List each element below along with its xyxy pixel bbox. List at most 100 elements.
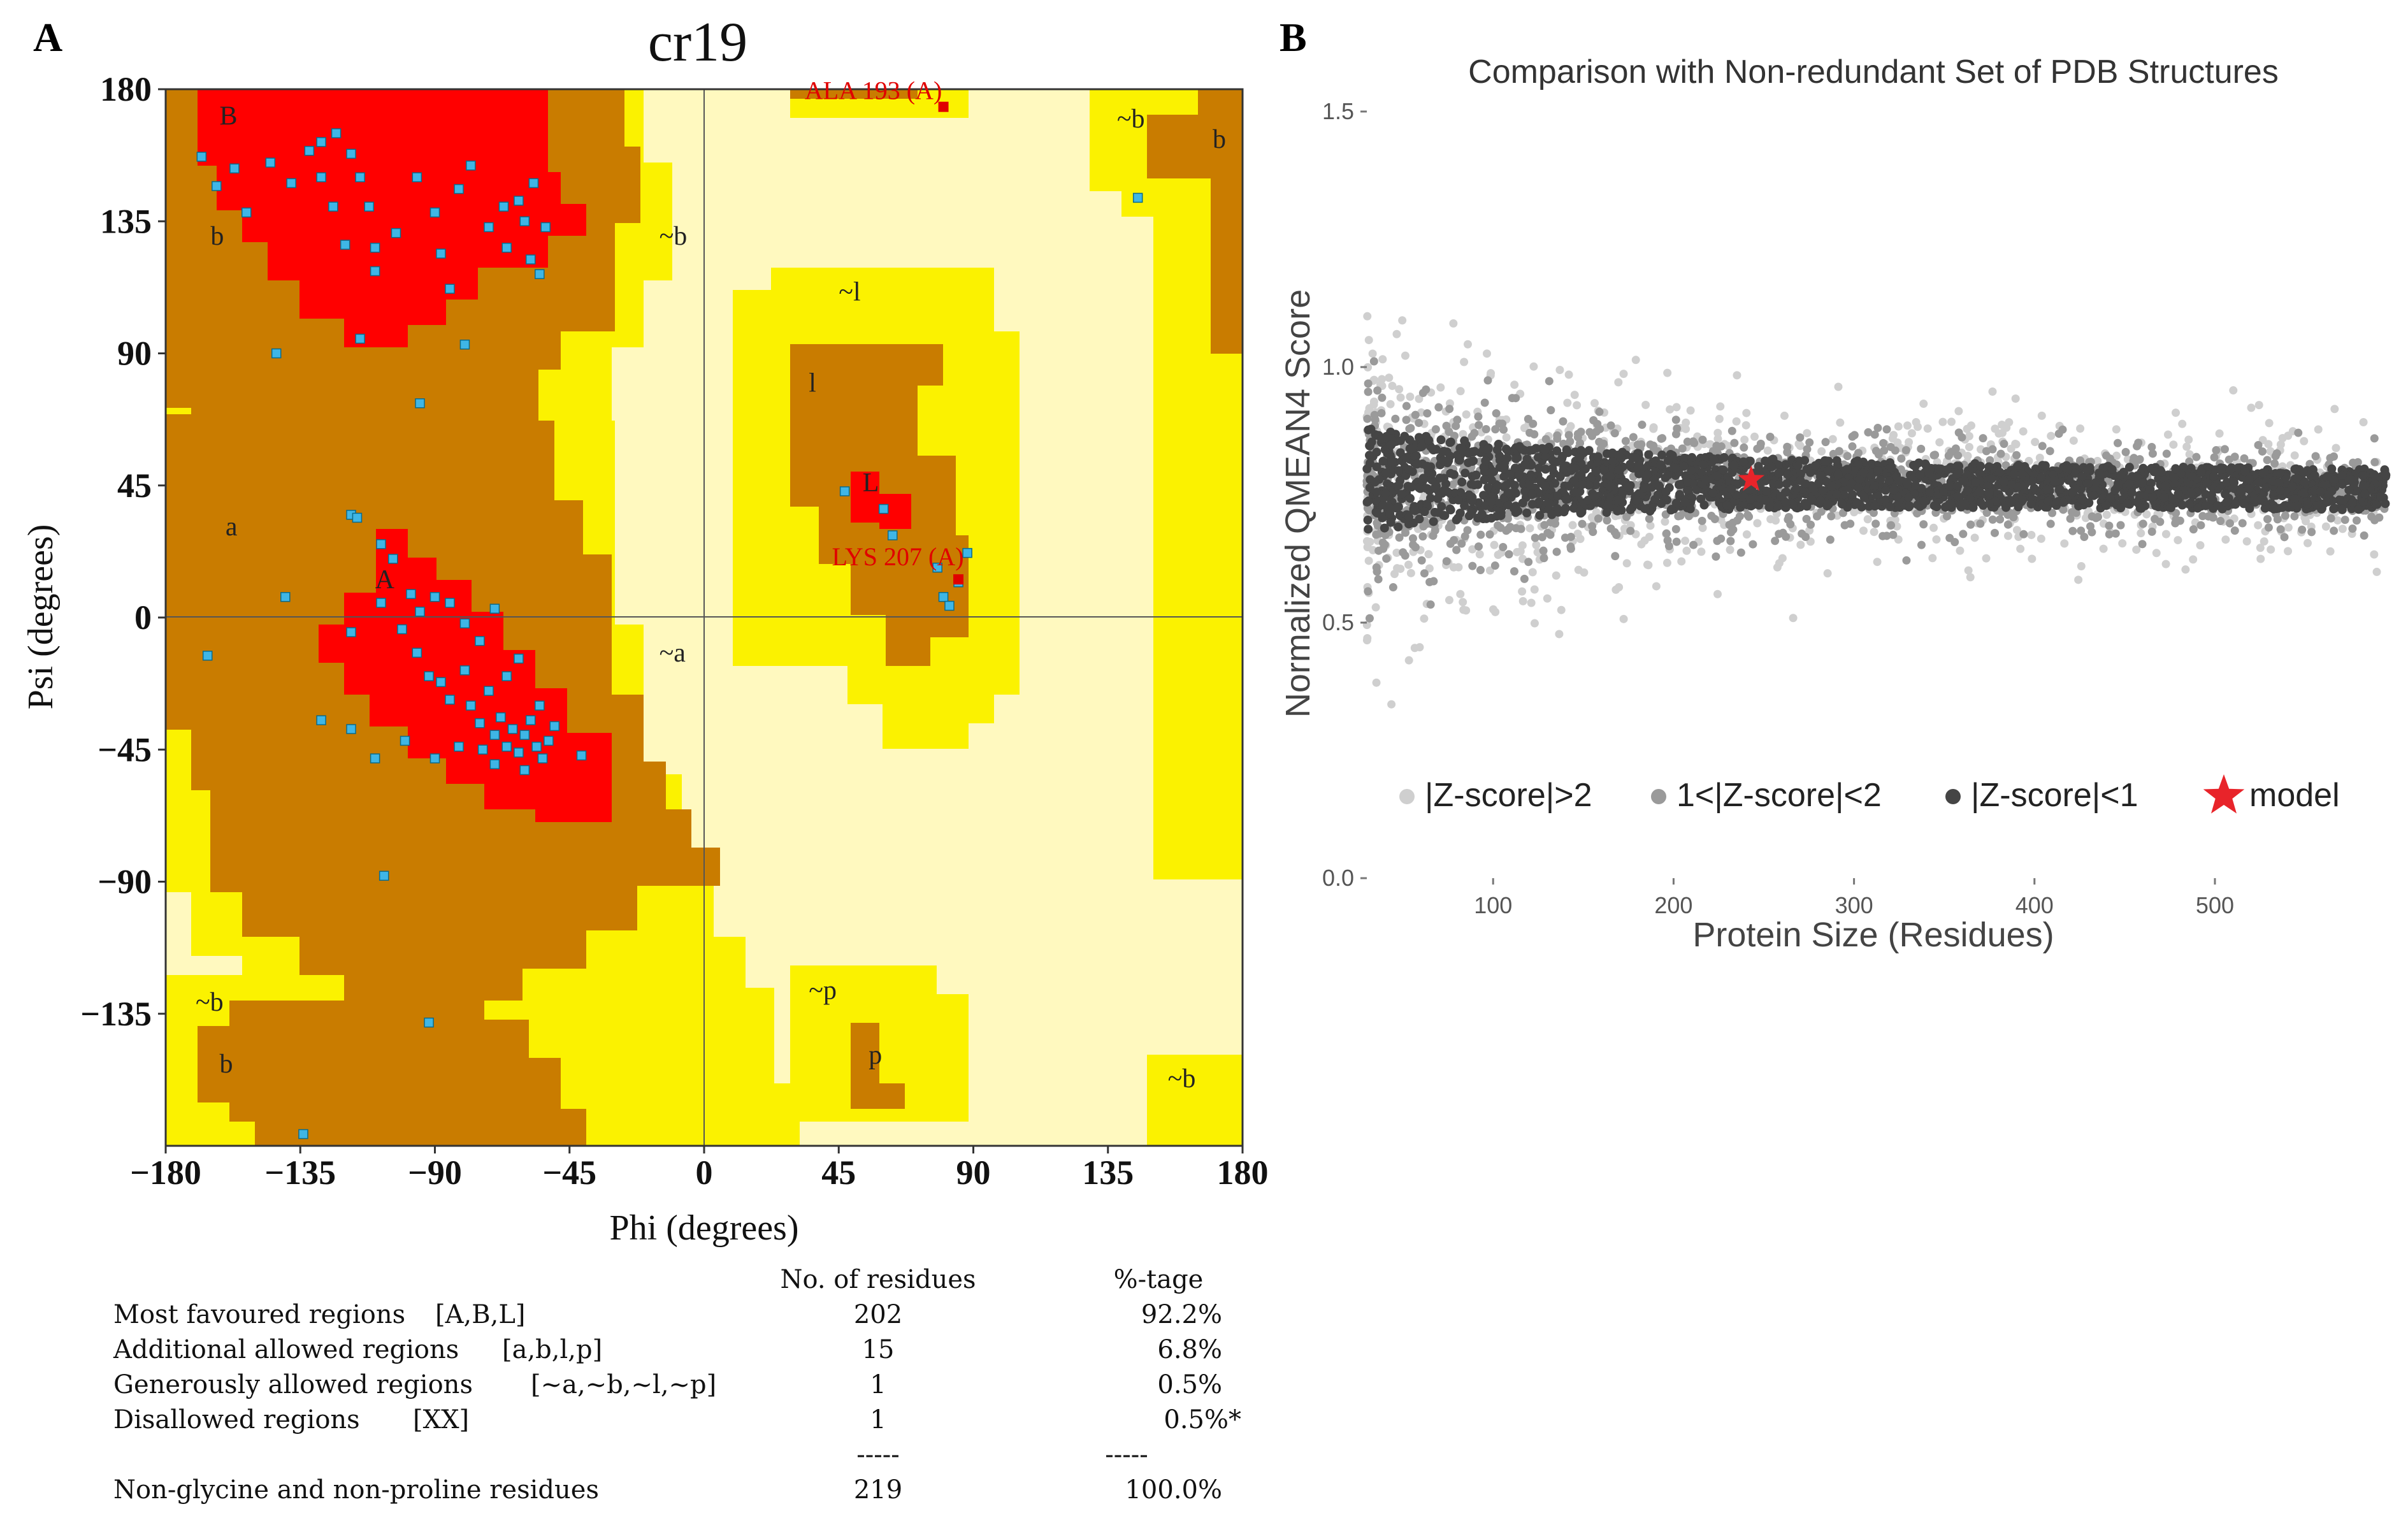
scatter-point-z-1-2 bbox=[2192, 503, 2201, 512]
scatter-point-z-lt-1 bbox=[1789, 457, 1799, 466]
scatter-point-z-lt-1 bbox=[2095, 475, 2105, 485]
scatter-point-z-lt-1 bbox=[1635, 490, 1645, 500]
scatter-point-z-lt-1 bbox=[1767, 472, 1777, 481]
scatter-point-z-gt-2 bbox=[1428, 516, 1437, 525]
scatter-point-z-lt-1 bbox=[2360, 487, 2369, 496]
scatter-point-z-gt-2 bbox=[2265, 419, 2274, 428]
scatter-point-z-1-2 bbox=[1717, 534, 1726, 543]
scatter-point-z-1-2 bbox=[1547, 486, 1556, 495]
scatter-point-z-lt-1 bbox=[1626, 505, 1635, 514]
scatter-point-z-1-2 bbox=[1426, 600, 1435, 609]
scatter-point-z-lt-1 bbox=[2019, 493, 2029, 503]
scatter-point-z-lt-1 bbox=[2212, 483, 2221, 493]
scatter-point-z-1-2 bbox=[2019, 530, 2028, 538]
scatter-point-z-gt-2 bbox=[1401, 351, 1409, 360]
scatter-point-z-lt-1 bbox=[1650, 463, 1660, 472]
scatter-point-z-gt-2 bbox=[1963, 451, 1972, 460]
scatter-point-z-gt-2 bbox=[2342, 465, 2351, 474]
scatter-point-z-lt-1 bbox=[2103, 461, 2113, 471]
scatter-point-z-lt-1 bbox=[1736, 465, 1746, 475]
scatter-point-z-lt-1 bbox=[1585, 479, 1594, 488]
scatter-point-z-lt-1 bbox=[1868, 465, 1878, 474]
scatter-point-z-1-2 bbox=[2105, 489, 2114, 498]
scatter-point-z-1-2 bbox=[2191, 466, 2200, 475]
scatter-point-z-lt-1 bbox=[1830, 489, 1840, 499]
outlier-point bbox=[938, 101, 949, 112]
scatter-point-z-1-2 bbox=[1786, 462, 1795, 471]
scatter-point-z-gt-2 bbox=[1756, 479, 1765, 488]
scatter-point-z-gt-2 bbox=[2033, 461, 2042, 470]
scatter-point-z-lt-1 bbox=[2310, 496, 2319, 505]
scatter-point-z-1-2 bbox=[2202, 472, 2210, 481]
scatter-point-z-1-2 bbox=[1739, 469, 1748, 478]
scatter-point-z-lt-1 bbox=[1963, 486, 1972, 496]
scatter-point-z-gt-2 bbox=[1374, 561, 1383, 570]
scatter-point-z-lt-1 bbox=[1987, 483, 1996, 493]
scatter-point-z-gt-2 bbox=[1750, 432, 1759, 441]
scatter-point-z-1-2 bbox=[1627, 503, 1636, 512]
legend-marker bbox=[1945, 789, 1961, 804]
scatter-point-z-1-2 bbox=[1789, 460, 1798, 469]
residue-point bbox=[540, 222, 551, 233]
scatter-point-z-lt-1 bbox=[2209, 472, 2218, 481]
scatter-point-z-lt-1 bbox=[1748, 500, 1757, 510]
scatter-point-z-1-2 bbox=[2013, 459, 2022, 468]
stats-row-label: Additional allowed regions bbox=[113, 1335, 459, 1364]
scatter-point-z-1-2 bbox=[1553, 434, 1562, 443]
scatter-point-z-lt-1 bbox=[1372, 462, 1381, 472]
scatter-point-z-gt-2 bbox=[1467, 463, 1476, 472]
scatter-point-z-gt-2 bbox=[1615, 531, 1624, 540]
scatter-point-z-1-2 bbox=[1647, 465, 1655, 473]
scatter-point-z-lt-1 bbox=[2313, 500, 2323, 509]
scatter-point-z-lt-1 bbox=[1641, 474, 1651, 484]
scatter-point-z-gt-2 bbox=[1620, 524, 1629, 533]
scatter-point-z-1-2 bbox=[2338, 488, 2347, 497]
scatter-point-z-1-2 bbox=[1959, 530, 1968, 538]
scatter-point-z-lt-1 bbox=[2170, 498, 2180, 508]
scatter-point-z-lt-1 bbox=[1917, 470, 1927, 479]
scatter-point-z-lt-1 bbox=[1739, 457, 1748, 466]
scatter-point-z-1-2 bbox=[2154, 477, 2163, 486]
scatter-point-z-lt-1 bbox=[1538, 450, 1548, 459]
scatter-point-z-lt-1 bbox=[1855, 481, 1864, 490]
scatter-point-z-lt-1 bbox=[2071, 493, 2080, 502]
scatter-point-z-gt-2 bbox=[1535, 555, 1544, 564]
scatter-point-z-lt-1 bbox=[2084, 479, 2093, 489]
scatter-point-z-1-2 bbox=[1745, 476, 1754, 485]
scatter-point-z-lt-1 bbox=[1733, 479, 1743, 489]
scatter-point-z-lt-1 bbox=[1483, 443, 1493, 452]
scatter-point-z-1-2 bbox=[2272, 509, 2281, 518]
scatter-point-z-lt-1 bbox=[1561, 495, 1571, 504]
scatter-point-z-1-2 bbox=[1879, 496, 1888, 505]
scatter-point-z-gt-2 bbox=[1893, 438, 1902, 447]
stats-separator: ----- ----- bbox=[113, 1440, 1197, 1473]
scatter-point-z-gt-2 bbox=[2191, 518, 2200, 527]
scatter-point-z-1-2 bbox=[1842, 500, 1850, 509]
scatter-point-z-gt-2 bbox=[2235, 488, 2244, 496]
scatter-point-z-gt-2 bbox=[1380, 500, 1388, 509]
scatter-point-z-1-2 bbox=[1445, 405, 1454, 414]
scatter-point-z-lt-1 bbox=[1433, 494, 1443, 503]
scatter-point-z-gt-2 bbox=[1993, 491, 2002, 500]
scatter-point-z-1-2 bbox=[1566, 544, 1575, 553]
scatter-point-z-lt-1 bbox=[2272, 477, 2281, 487]
scatter-point-z-lt-1 bbox=[1516, 474, 1525, 484]
scatter-point-z-1-2 bbox=[1801, 451, 1810, 459]
scatter-point-z-lt-1 bbox=[1884, 476, 1894, 486]
scatter-point-z-lt-1 bbox=[1606, 502, 1616, 512]
scatter-point-z-lt-1 bbox=[1527, 489, 1537, 499]
scatter-point-z-lt-1 bbox=[1429, 517, 1438, 526]
scatter-point-z-gt-2 bbox=[1366, 435, 1374, 444]
scatter-point-z-lt-1 bbox=[1881, 469, 1891, 479]
scatter-point-z-lt-1 bbox=[2135, 494, 2144, 503]
scatter-point-z-1-2 bbox=[1425, 502, 1434, 510]
scatter-point-z-lt-1 bbox=[2012, 493, 2021, 502]
scatter-point-z-lt-1 bbox=[2347, 497, 2357, 507]
scatter-point-z-1-2 bbox=[2330, 526, 2339, 535]
scatter-point-z-1-2 bbox=[1368, 471, 1377, 480]
scatter-point-z-lt-1 bbox=[2101, 468, 2110, 477]
scatter-point-z-lt-1 bbox=[2362, 484, 2372, 493]
scatter-point-z-1-2 bbox=[1996, 449, 2005, 458]
scatter-point-z-1-2 bbox=[2225, 519, 2234, 528]
scatter-point-z-gt-2 bbox=[1520, 424, 1529, 433]
